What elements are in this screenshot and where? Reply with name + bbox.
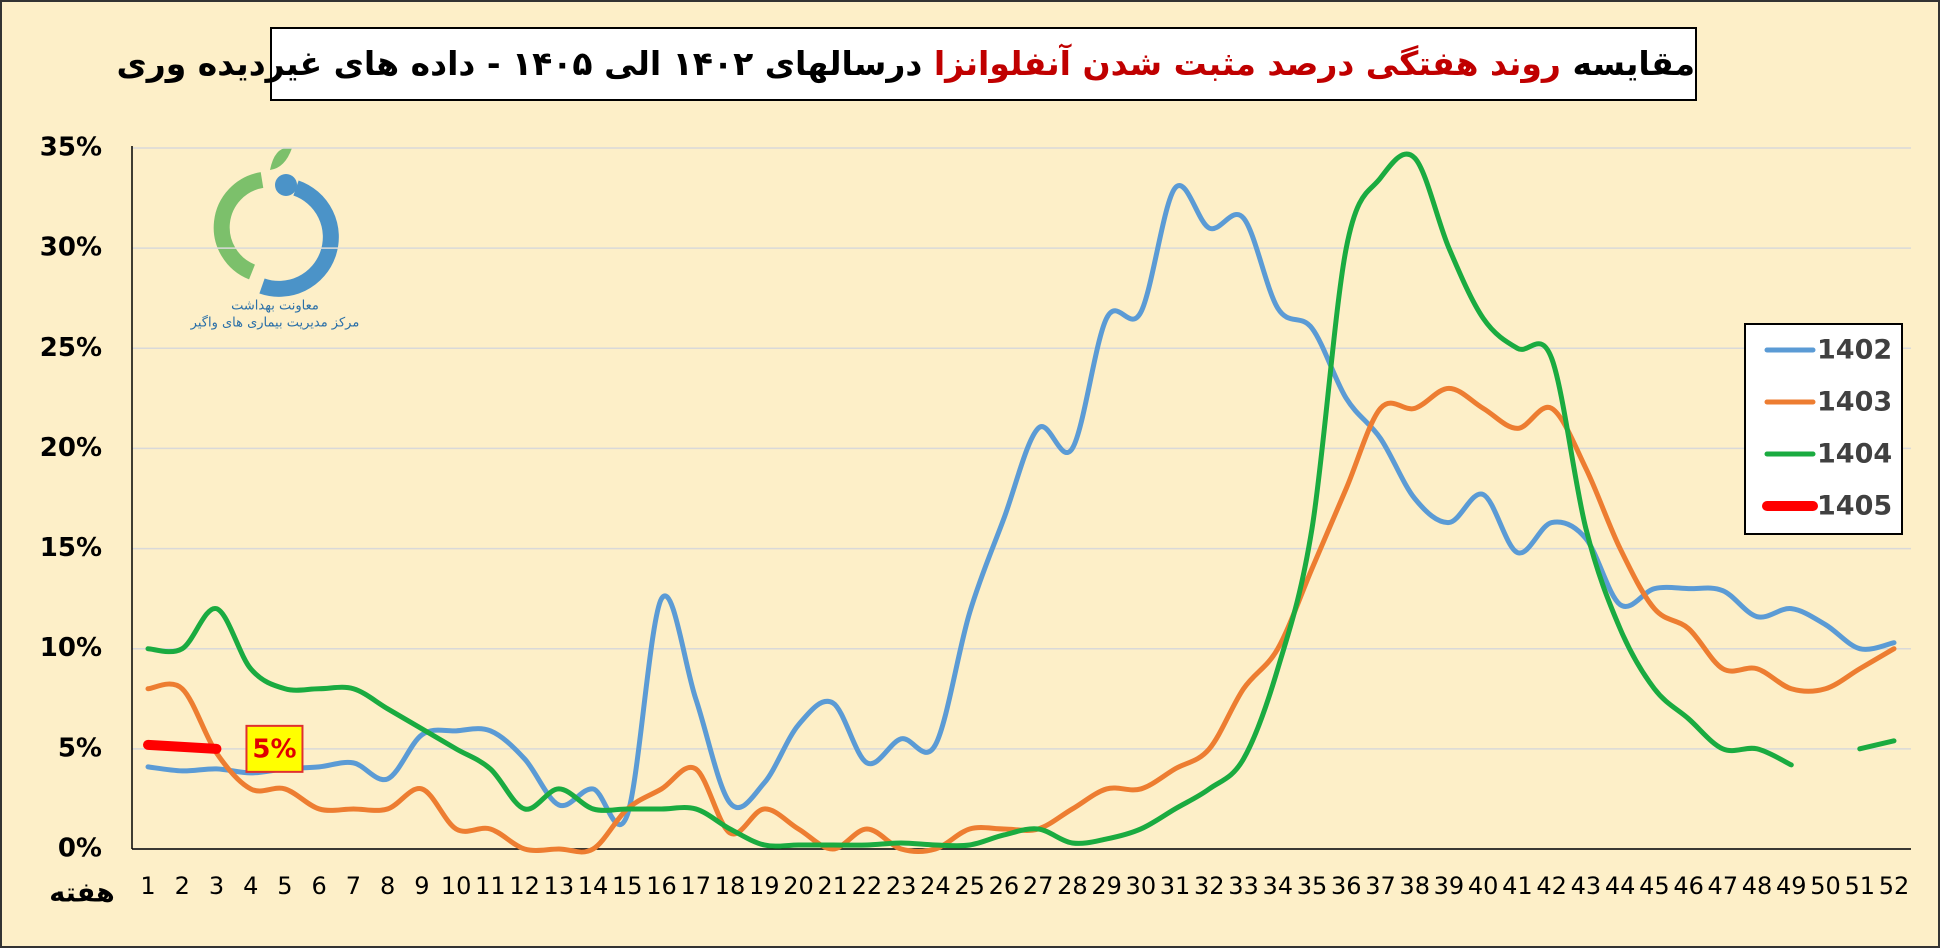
y-tick-label: 25% [40,333,102,363]
x-tick-label: 25 [954,872,985,900]
x-tick-label: 28 [1057,872,1088,900]
logo-text: معاونت بهداشت [231,299,319,314]
logo-arc-blue [259,180,339,297]
x-tick-label: 40 [1468,872,1499,900]
x-tick-label: 14 [578,872,609,900]
y-tick-label: 30% [40,233,102,263]
series-line [145,183,1897,827]
annotation-text: 5% [252,734,296,764]
x-tick-label: 29 [1091,872,1122,900]
series-line [143,739,222,754]
logo-dot [275,174,297,196]
x-tick-label: 3 [209,872,224,900]
legend-label: 1405 [1817,491,1892,522]
x-tick-label: 42 [1536,872,1567,900]
x-tick-label: 23 [886,872,917,900]
y-tick-label: 5% [58,733,102,763]
legend-label: 1403 [1817,387,1892,418]
x-tick-label: 7 [346,872,361,900]
x-tick-label: 6 [312,872,327,900]
x-tick-label: 43 [1571,872,1602,900]
x-tick-label: 51 [1844,872,1875,900]
x-tick-label: 49 [1776,872,1807,900]
x-tick-label: 38 [1399,872,1430,900]
logo-arc-green [213,172,264,280]
x-tick-label: 16 [646,872,677,900]
x-tick-label: 11 [475,872,506,900]
x-tick-label: 27 [1023,872,1054,900]
x-tick-label: 22 [852,872,883,900]
x-tick-label: 2 [175,872,190,900]
chart-title: مقایسه روند هفتگی درصد مثبت شدن آنفلوانز… [117,27,1697,101]
logo-leaf [270,147,292,170]
x-tick-label: 9 [414,872,429,900]
x-tick-label: 39 [1434,872,1465,900]
x-tick-label: 8 [380,872,395,900]
title-part: درسالهای ۱۴۰۲ الی ۱۴۰۵ - داده های غیردید… [116,44,923,83]
y-tick-label: 15% [40,533,102,563]
x-tick-label: 30 [1126,872,1157,900]
annotation-box [245,724,304,773]
y-tick-label: 35% [40,133,102,163]
x-tick-label: 18 [715,872,746,900]
x-tick-label: 44 [1605,872,1636,900]
x-tick-label: 24 [920,872,951,900]
legend: 1402 1403 1404 1405 [1744,323,1903,535]
x-tick-label: 52 [1879,872,1910,900]
x-tick-label: 17 [680,872,711,900]
title-part: مقایسه [1572,44,1695,83]
y-tick-label: 0% [58,834,102,864]
x-tick-label: 5 [277,872,292,900]
x-tick-label: 46 [1673,872,1704,900]
x-tick-label: 41 [1502,872,1533,900]
x-axis-label: هفته [49,878,115,909]
x-tick-label: 37 [1365,872,1396,900]
x-tick-label: 12 [509,872,540,900]
series-line [145,151,1794,849]
title-part: روند هفتگی درصد مثبت شدن آنفلوانزا [933,44,1561,83]
legend-label: 1402 [1817,335,1892,366]
x-tick-label: 34 [1262,872,1293,900]
x-tick-label: 21 [817,872,848,900]
logo-text: مرکز مدیریت بیماری های واگیر [190,315,360,331]
x-tick-label: 45 [1639,872,1670,900]
logo [213,147,339,297]
x-tick-label: 13 [544,872,575,900]
y-tick-label: 10% [40,633,102,663]
x-tick-label: 26 [989,872,1020,900]
x-tick-label: 47 [1708,872,1739,900]
x-tick-label: 4 [243,872,258,900]
series-line [1857,738,1897,752]
y-tick-label: 20% [40,433,102,463]
x-tick-label: 20 [783,872,814,900]
x-tick-label: 48 [1742,872,1773,900]
x-tick-label: 35 [1297,872,1328,900]
x-tick-label: 10 [441,872,472,900]
legend-label: 1404 [1817,439,1892,470]
x-tick-label: 50 [1810,872,1841,900]
x-tick-label: 33 [1228,872,1259,900]
x-tick-label: 31 [1160,872,1191,900]
x-tick-label: 36 [1331,872,1362,900]
x-tick-label: 15 [612,872,643,900]
x-tick-label: 1 [140,872,155,900]
x-tick-label: 32 [1194,872,1225,900]
legend-box [1744,323,1903,535]
x-tick-label: 19 [749,872,780,900]
